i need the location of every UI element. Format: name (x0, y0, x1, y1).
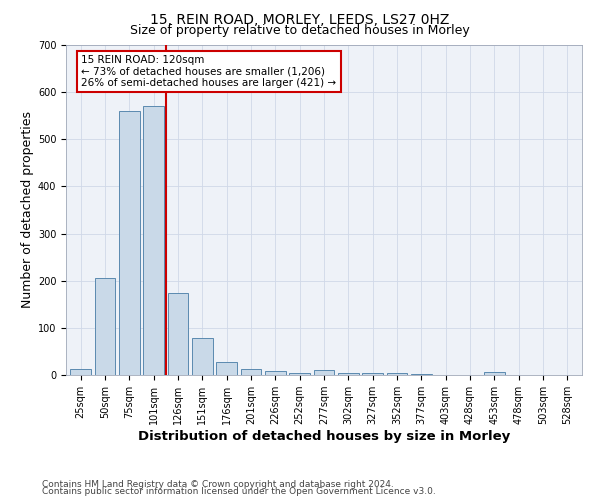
Bar (338, 372, 359, 375)
Bar (167, 292, 188, 375)
Bar (70, 370, 91, 375)
Text: 15, REIN ROAD, MORLEY, LEEDS, LS27 0HZ: 15, REIN ROAD, MORLEY, LEEDS, LS27 0HZ (151, 12, 449, 26)
Text: 15 REIN ROAD: 120sqm
← 73% of detached houses are smaller (1,206)
26% of semi-de: 15 REIN ROAD: 120sqm ← 73% of detached h… (82, 55, 337, 88)
Bar (241, 370, 262, 375)
Bar (362, 373, 383, 375)
Text: Contains HM Land Registry data © Crown copyright and database right 2024.: Contains HM Land Registry data © Crown c… (42, 480, 394, 489)
Bar (289, 372, 310, 375)
Text: Contains public sector information licensed under the Open Government Licence v3: Contains public sector information licen… (42, 488, 436, 496)
Bar (143, 106, 164, 375)
Bar (216, 362, 237, 375)
Bar (265, 371, 286, 375)
Y-axis label: Number of detached properties: Number of detached properties (20, 112, 34, 308)
Bar (386, 372, 407, 375)
Bar (119, 111, 140, 375)
Text: Size of property relative to detached houses in Morley: Size of property relative to detached ho… (130, 24, 470, 37)
Bar (314, 370, 334, 375)
X-axis label: Distribution of detached houses by size in Morley: Distribution of detached houses by size … (138, 430, 510, 443)
Bar (192, 338, 212, 375)
Bar (484, 372, 505, 375)
Bar (411, 374, 432, 375)
Bar (95, 278, 115, 375)
